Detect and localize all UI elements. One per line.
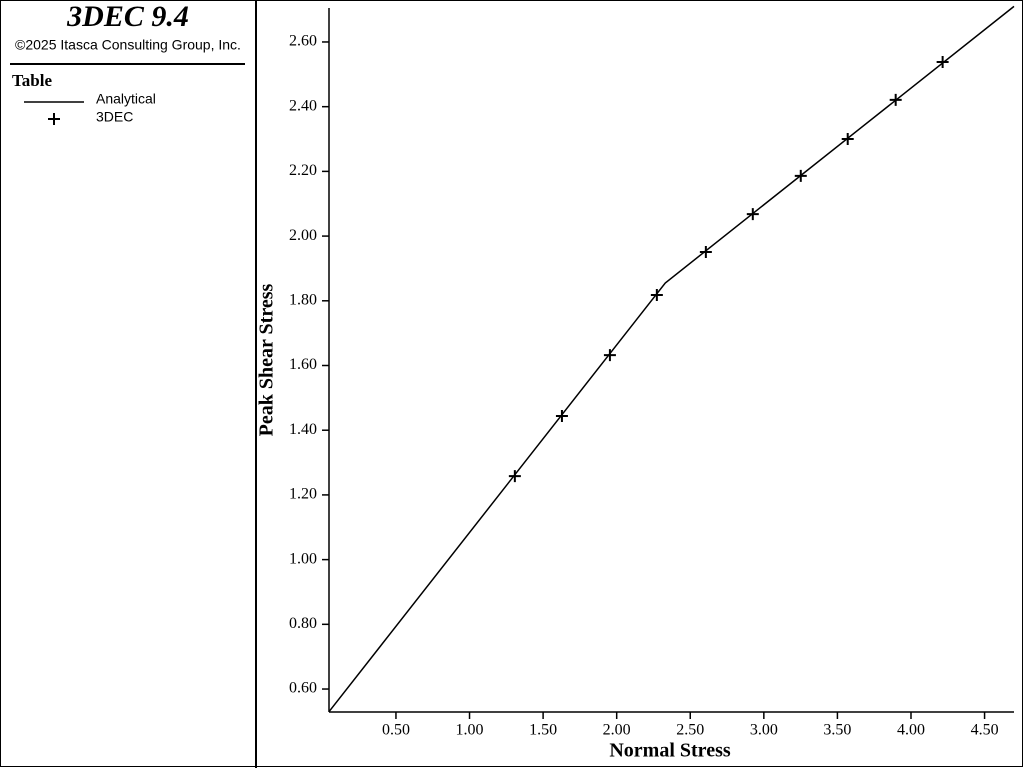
data-marker xyxy=(841,133,854,146)
data-marker xyxy=(650,288,663,301)
y-tick-label: 2.20 xyxy=(289,162,317,179)
x-tick-label: 1.00 xyxy=(456,722,484,739)
x-tick-label: 2.50 xyxy=(676,722,704,739)
x-tick-label: 0.50 xyxy=(382,722,410,739)
legend-marker-swatch xyxy=(48,113,60,125)
legend-title: Table xyxy=(12,71,52,90)
data-marker xyxy=(936,56,949,69)
x-tick-label: 3.00 xyxy=(750,722,778,739)
y-tick-label: 1.40 xyxy=(289,421,317,438)
y-tick-label: 1.60 xyxy=(289,356,317,373)
y-tick-label: 0.60 xyxy=(289,680,317,697)
data-marker xyxy=(603,349,616,362)
y-tick-label: 1.00 xyxy=(289,550,317,567)
x-tick-label: 3.50 xyxy=(823,722,851,739)
data-marker xyxy=(794,169,807,182)
data-marker xyxy=(699,245,712,258)
y-tick-label: 0.80 xyxy=(289,615,317,632)
x-tick-label: 4.50 xyxy=(971,722,999,739)
y-tick-label: 1.80 xyxy=(289,291,317,308)
y-tick-label: 1.20 xyxy=(289,486,317,503)
data-marker xyxy=(555,409,568,422)
x-tick-label: 4.00 xyxy=(897,722,925,739)
y-tick-label: 2.00 xyxy=(289,227,317,244)
y-tick-label: 2.40 xyxy=(289,97,317,114)
data-marker xyxy=(889,93,902,106)
y-tick-label: 2.60 xyxy=(289,33,317,50)
analytical-line xyxy=(328,5,1015,713)
copyright: ©2025 Itasca Consulting Group, Inc. xyxy=(15,37,241,53)
y-axis-label: Peak Shear Stress xyxy=(256,283,278,436)
x-axis-label: Normal Stress xyxy=(609,740,730,762)
data-marker xyxy=(508,470,521,483)
legend-label: Analytical xyxy=(96,91,156,107)
app-title: 3DEC 9.4 xyxy=(66,0,189,33)
x-tick-label: 2.00 xyxy=(603,722,631,739)
x-tick-label: 1.50 xyxy=(529,722,557,739)
legend-label: 3DEC xyxy=(96,109,133,125)
data-marker xyxy=(746,208,759,221)
